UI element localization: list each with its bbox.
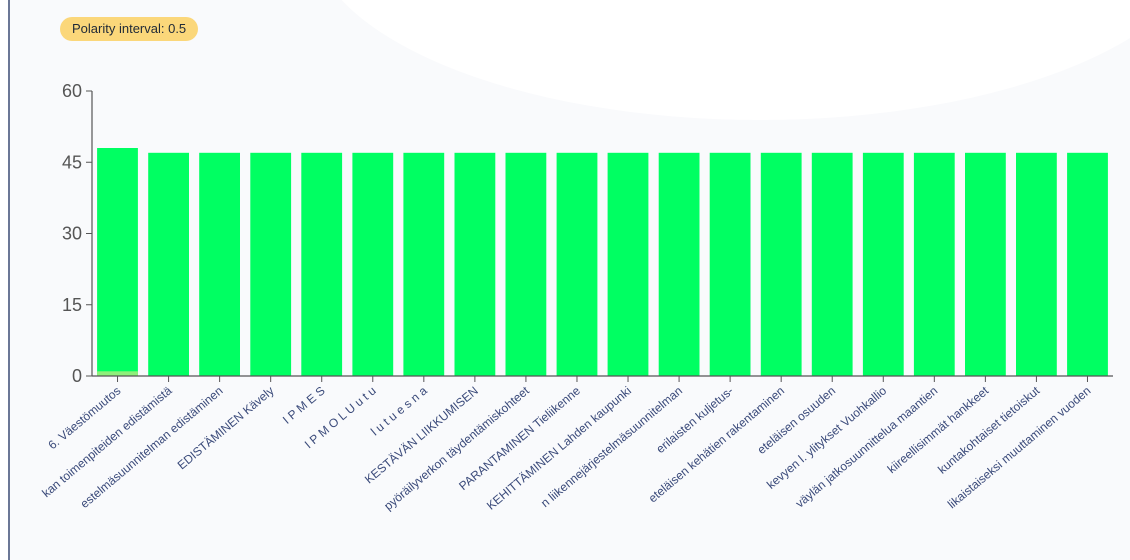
bar (862, 152, 904, 377)
y-tick-label: 45 (62, 152, 82, 172)
bar (352, 152, 394, 377)
bar (250, 152, 292, 377)
bar (454, 152, 496, 377)
bar (760, 152, 802, 377)
bar (658, 152, 700, 377)
y-tick-label: 30 (62, 224, 82, 244)
x-tick-label: I P M E S (280, 384, 328, 427)
y-tick-label: 60 (62, 81, 82, 101)
bar-secondary (97, 371, 138, 377)
bar (709, 152, 751, 377)
bar (505, 152, 547, 377)
bar (97, 148, 138, 376)
polarity-interval-badge: Polarity interval: 0.5 (60, 17, 199, 41)
bar (811, 152, 853, 377)
bar (965, 152, 1006, 377)
y-tick-label: 15 (62, 295, 82, 315)
bar (301, 152, 343, 377)
bar (1067, 152, 1108, 377)
bar (148, 152, 189, 377)
bar (607, 152, 649, 377)
y-tick-label: 0 (72, 366, 82, 386)
bar (913, 152, 955, 377)
bar (556, 152, 598, 377)
bar (1016, 152, 1057, 377)
bar (403, 152, 445, 377)
bar (199, 152, 240, 377)
x-tick-label: EDISTÄMINEN Kävely (175, 384, 277, 473)
